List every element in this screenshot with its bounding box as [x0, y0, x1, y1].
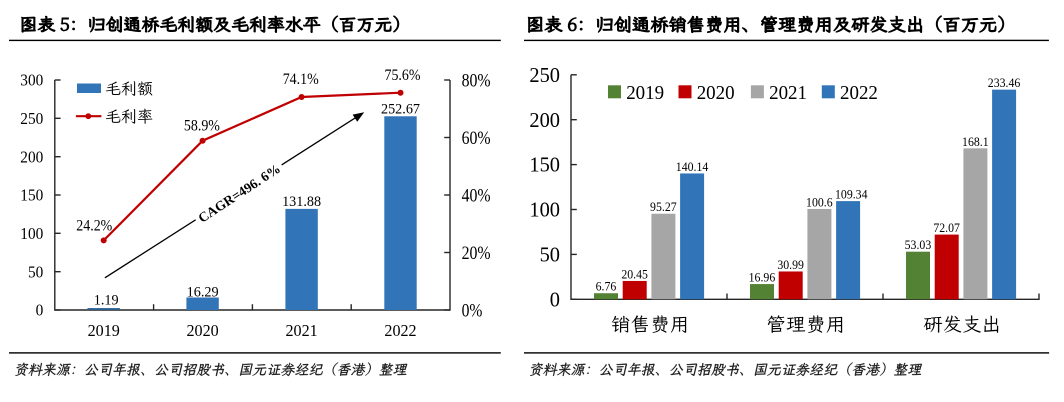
- svg-text:0: 0: [36, 301, 44, 320]
- svg-text:100: 100: [20, 224, 43, 243]
- svg-text:6.76: 6.76: [596, 279, 617, 294]
- svg-text:30.99: 30.99: [777, 257, 804, 272]
- svg-text:233.46: 233.46: [988, 75, 1021, 90]
- svg-text:2022: 2022: [384, 321, 416, 340]
- svg-text:252.67: 252.67: [381, 102, 420, 118]
- svg-text:40%: 40%: [462, 186, 491, 206]
- svg-text:2019: 2019: [88, 321, 120, 340]
- svg-text:74.1%: 74.1%: [283, 71, 319, 88]
- svg-text:2020: 2020: [187, 321, 219, 340]
- svg-text:60%: 60%: [462, 129, 491, 149]
- svg-text:168.1: 168.1: [962, 134, 989, 149]
- svg-text:75.6%: 75.6%: [385, 67, 421, 84]
- svg-text:20%: 20%: [462, 244, 491, 264]
- svg-text:53.03: 53.03: [905, 237, 932, 252]
- svg-text:2019: 2019: [626, 82, 664, 104]
- svg-text:2021: 2021: [286, 321, 318, 340]
- svg-text:16.96: 16.96: [749, 270, 776, 285]
- svg-text:95.27: 95.27: [650, 199, 677, 214]
- svg-text:24.2%: 24.2%: [76, 218, 112, 235]
- svg-text:20.45: 20.45: [621, 266, 648, 281]
- svg-text:200: 200: [20, 147, 43, 166]
- svg-text:2020: 2020: [697, 82, 735, 104]
- svg-text:2022: 2022: [840, 82, 878, 104]
- svg-text:50: 50: [540, 242, 560, 266]
- svg-text:200: 200: [529, 108, 560, 132]
- svg-text:300: 300: [20, 71, 43, 90]
- svg-text:0: 0: [550, 287, 560, 311]
- svg-text:150: 150: [20, 186, 43, 205]
- svg-text:100: 100: [529, 198, 560, 222]
- svg-text:1.19: 1.19: [94, 292, 119, 308]
- svg-text:250: 250: [20, 109, 43, 128]
- svg-text:100.6: 100.6: [806, 194, 833, 209]
- svg-text:131.88: 131.88: [282, 194, 321, 210]
- svg-text:80%: 80%: [462, 71, 491, 91]
- svg-text:140.14: 140.14: [676, 159, 709, 174]
- svg-text:50: 50: [28, 262, 43, 281]
- svg-text:150: 150: [529, 153, 560, 177]
- svg-text:0%: 0%: [462, 301, 483, 321]
- svg-text:109.34: 109.34: [835, 187, 868, 202]
- svg-text:58.9%: 58.9%: [184, 117, 220, 134]
- svg-text:72.07: 72.07: [933, 220, 960, 235]
- svg-text:250: 250: [529, 63, 560, 87]
- svg-text:2021: 2021: [769, 82, 807, 104]
- svg-text:16.29: 16.29: [187, 285, 219, 301]
